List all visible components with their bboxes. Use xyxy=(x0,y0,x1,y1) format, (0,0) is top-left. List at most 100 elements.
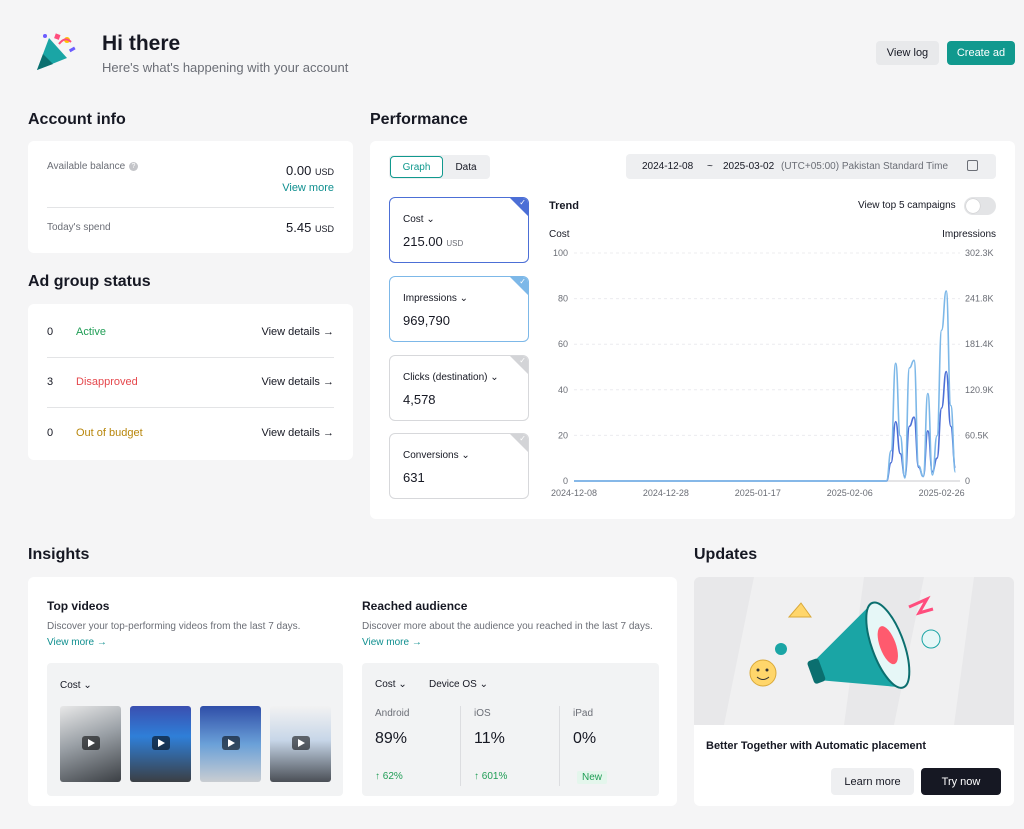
top-videos-view-more-link[interactable]: View more → xyxy=(47,637,107,648)
metric-value: 4,578 xyxy=(403,392,436,407)
x-tick-label: 2024-12-28 xyxy=(643,488,689,498)
update-card-title: Better Together with Automatic placement xyxy=(706,740,927,752)
tab-graph[interactable]: Graph xyxy=(390,156,443,178)
chevron-down-icon: ⌄ xyxy=(83,680,92,691)
status-count: 0 xyxy=(47,427,54,439)
metric-label-row: Conversions ⌄ xyxy=(403,450,470,461)
status-count: 3 xyxy=(47,376,54,388)
metric-card[interactable]: ✓ Clicks (destination) ⌄ 4,578 xyxy=(389,355,529,421)
metric-card[interactable]: ✓ Impressions ⌄ 969,790 xyxy=(389,276,529,342)
chevron-down-icon: ⌄ xyxy=(423,214,435,225)
reached-audience-title: Reached audience xyxy=(362,599,468,613)
view-details-link[interactable]: View details → xyxy=(261,326,334,338)
metric-value-row: 631 xyxy=(403,470,425,485)
view-log-button[interactable]: View log xyxy=(876,41,939,65)
updates-card xyxy=(694,577,1014,806)
view-details-link[interactable]: View details → xyxy=(261,376,334,388)
os-change: ↑ 601% xyxy=(474,771,508,782)
metric-unit: USD xyxy=(446,239,464,248)
video-thumbnail[interactable] xyxy=(270,706,331,782)
play-icon xyxy=(82,736,100,750)
party-popper-icon xyxy=(33,30,79,74)
info-icon[interactable]: ? xyxy=(129,162,138,171)
top-videos-sort-dropdown[interactable]: Cost ⌄ xyxy=(60,680,92,691)
play-icon xyxy=(152,736,170,750)
updates-heading: Updates xyxy=(694,546,758,563)
create-ad-button[interactable]: Create ad xyxy=(947,41,1015,65)
check-icon: ✓ xyxy=(519,356,526,365)
y2-axis-title: Impressions xyxy=(942,229,996,240)
try-now-button[interactable]: Try now xyxy=(921,768,1001,795)
ad-group-status-heading: Ad group status xyxy=(28,273,151,290)
selected-corner xyxy=(510,277,528,295)
status-divider xyxy=(47,407,334,408)
dimension-dropdown[interactable]: Device OS ⌄ xyxy=(429,679,488,690)
spend-value-row: 5.45 USD xyxy=(286,220,334,235)
metric-card[interactable]: ✓ Conversions ⌄ 631 xyxy=(389,433,529,499)
tab-data[interactable]: Data xyxy=(455,161,477,173)
date-separator: ~ xyxy=(707,161,713,172)
spend-value: 5.45 xyxy=(286,220,312,235)
account-divider xyxy=(47,207,334,208)
os-share: 89% xyxy=(375,730,408,747)
os-name: Android xyxy=(375,708,410,719)
calendar-icon xyxy=(967,160,978,171)
chevron-down-icon: ⌄ xyxy=(479,679,488,690)
date-range-picker[interactable]: 2024-12-08 ~ 2025-03-02 (UTC+05:00) Paki… xyxy=(626,154,996,179)
os-share: 11% xyxy=(474,730,505,747)
account-info-heading: Account info xyxy=(28,111,126,128)
os-stat: iPad 0% New xyxy=(573,706,658,786)
date-start: 2024-12-08 xyxy=(642,161,694,172)
check-icon: ✓ xyxy=(519,277,526,286)
metric-label: Cost xyxy=(403,214,424,225)
view-more-balance-link[interactable]: View more xyxy=(282,182,334,194)
spend-label: Today's spend xyxy=(47,222,111,233)
x-tick-label: 2025-02-26 xyxy=(919,488,965,498)
metric-label: Impressions xyxy=(403,293,457,304)
view-details-link[interactable]: View details → xyxy=(261,427,334,439)
video-thumbnail[interactable] xyxy=(200,706,261,782)
os-change: ↑ 62% xyxy=(375,771,403,782)
performance-heading: Performance xyxy=(370,111,468,128)
learn-more-button[interactable]: Learn more xyxy=(831,768,914,795)
selected-corner xyxy=(510,198,528,216)
balance-currency: USD xyxy=(314,167,334,177)
ad-group-status-card xyxy=(28,304,353,460)
status-row: 3 Disapproved View details → xyxy=(47,374,334,392)
selected-corner xyxy=(510,434,528,452)
reached-audience-view-more-link[interactable]: View more → xyxy=(362,637,422,648)
status-count: 0 xyxy=(47,326,54,338)
promo-illustration xyxy=(694,577,1014,725)
reached-sort-dropdown[interactable]: Cost ⌄ xyxy=(375,679,407,690)
os-stat: iOS 11% ↑ 601% xyxy=(474,706,559,786)
status-name: Active xyxy=(76,326,106,338)
y-tick-label: 0 xyxy=(563,476,568,486)
status-divider xyxy=(47,357,334,358)
os-name: iPad xyxy=(573,708,594,719)
os-share: 0% xyxy=(573,730,597,747)
chevron-down-icon: ⌄ xyxy=(487,372,499,383)
video-thumbnail[interactable] xyxy=(130,706,191,782)
top5-toggle[interactable] xyxy=(964,197,996,215)
x-tick-label: 2025-01-17 xyxy=(735,488,781,498)
stat-divider xyxy=(559,706,560,786)
page-subtitle: Here's what's happening with your accoun… xyxy=(102,60,349,75)
play-icon xyxy=(292,736,310,750)
status-row: 0 Out of budget View details → xyxy=(47,425,334,443)
selected-corner xyxy=(510,356,528,374)
metric-value: 969,790 xyxy=(403,313,450,328)
y2-tick-label: 241.8K xyxy=(965,294,994,304)
metric-value-row: 4,578 xyxy=(403,392,436,407)
y2-tick-label: 120.9K xyxy=(965,385,994,395)
status-row: 0 Active View details → xyxy=(47,324,334,342)
metric-card[interactable]: ✓ Cost ⌄ 215.00 USD xyxy=(389,197,529,263)
metric-label-row: Clicks (destination) ⌄ xyxy=(403,372,499,383)
metric-label-row: Cost ⌄ xyxy=(403,214,435,225)
check-icon: ✓ xyxy=(519,434,526,443)
y-tick-label: 80 xyxy=(558,294,568,304)
balance-label: Available balance xyxy=(47,161,126,172)
stat-divider xyxy=(460,706,461,786)
video-thumbnail[interactable] xyxy=(60,706,121,782)
top-videos-title: Top videos xyxy=(47,599,110,613)
balance-value-row: 0.00 USD xyxy=(286,163,334,178)
